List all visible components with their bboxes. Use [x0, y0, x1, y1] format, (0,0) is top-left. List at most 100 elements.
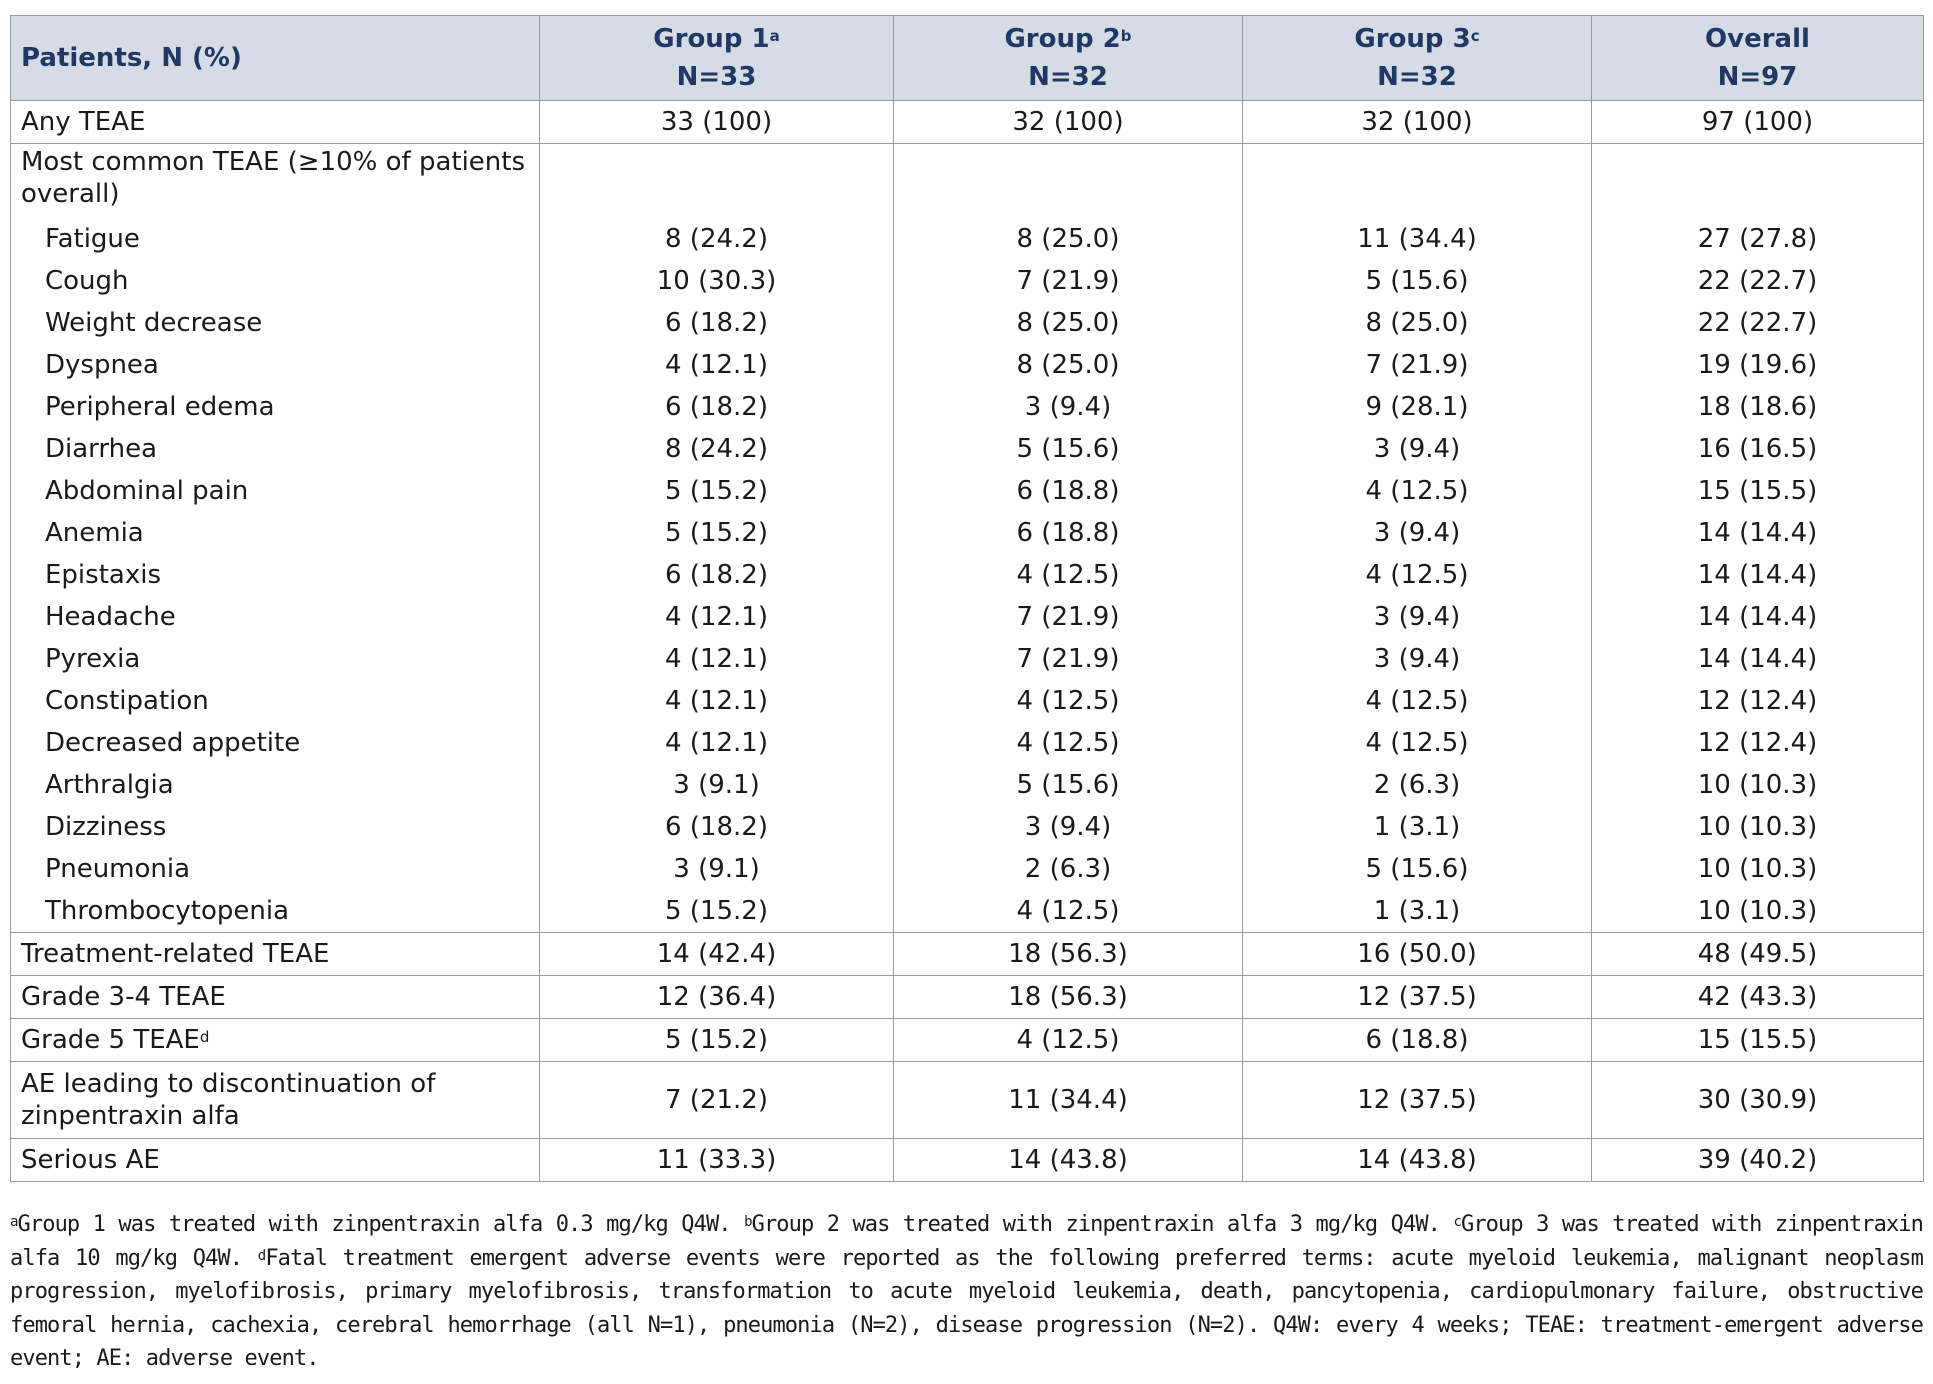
value-cell: 4 (12.5): [893, 1018, 1243, 1062]
value-cell: 12 (12.4): [1591, 680, 1924, 722]
value-cell: 7 (21.9): [893, 596, 1243, 638]
row-label: Grade 5 TEAEd: [10, 1018, 540, 1062]
data-row: AE leading to discontinuation of zinpent…: [10, 1061, 1924, 1139]
item-label: Abdominal pain: [10, 470, 540, 512]
footnote-mark: b: [1120, 27, 1132, 45]
value-cell: 12 (12.4): [1591, 722, 1924, 764]
value-cell: 2 (6.3): [893, 848, 1243, 890]
value-cell: 3 (9.4): [893, 386, 1243, 428]
footnote: aGroup 1 was treated with zinpentraxin a…: [10, 1208, 1924, 1376]
value-cell: 8 (24.2): [539, 218, 894, 260]
header-cell: Overall N=97: [1591, 15, 1924, 101]
value-cell: 5 (15.6): [893, 428, 1243, 470]
value-cell: 11 (34.4): [893, 1061, 1243, 1139]
item-row: Peripheral edema 6 (18.2) 3 (9.4) 9 (28.1) 1…: [10, 386, 1924, 428]
value-cell: 6 (18.2): [539, 302, 894, 344]
value-cell: 14 (14.4): [1591, 554, 1924, 596]
header-n: N=32: [1028, 62, 1108, 92]
value-cell: 6 (18.8): [893, 470, 1243, 512]
row-label: Grade 3-4 TEAE: [10, 975, 540, 1019]
item-row: Dyspnea 4 (12.1) 8 (25.0) 7 (21.9) 19 (19.6): [10, 344, 1924, 386]
item-label: Headache: [10, 596, 540, 638]
value-cell: 42 (43.3): [1591, 975, 1924, 1019]
value-cell: 6 (18.2): [539, 554, 894, 596]
header-n: N=33: [676, 62, 757, 92]
item-row: Thrombocytopenia 5 (15.2) 4 (12.5) 1 (3.1) 1…: [10, 890, 1924, 933]
header-text: Group 1: [653, 24, 770, 54]
value-cell: 22 (22.7): [1591, 260, 1924, 302]
item-row: Epistaxis 6 (18.2) 4 (12.5) 4 (12.5) 14 (14.…: [10, 554, 1924, 596]
value-cell: 3 (9.4): [1242, 638, 1592, 680]
value-cell: 11 (33.3): [539, 1138, 894, 1182]
value-cell: 7 (21.9): [893, 638, 1243, 680]
row-label-text: Grade 3-4 TEAE: [21, 982, 226, 1012]
value-cell: 4 (12.5): [893, 890, 1243, 933]
value-cell: 14 (14.4): [1591, 596, 1924, 638]
row-label-text: Serious AE: [21, 1145, 160, 1175]
footnote-text: Group 3 was treated with zinpentraxin al…: [10, 1212, 1924, 1271]
item-row: Abdominal pain 5 (15.2) 6 (18.8) 4 (12.5) 15…: [10, 470, 1924, 512]
value-cell: 5 (15.2): [539, 512, 894, 554]
item-row: Arthralgia 3 (9.1) 5 (15.6) 2 (6.3) 10 (10.3…: [10, 764, 1924, 806]
header-n: N=97: [1717, 62, 1798, 92]
item-row: Dizziness 6 (18.2) 3 (9.4) 1 (3.1) 10 (10.3): [10, 806, 1924, 848]
header-n: N=32: [1377, 62, 1457, 92]
value-cell: 14 (43.8): [1242, 1138, 1592, 1182]
header-text: Group 2: [1004, 24, 1121, 54]
header-text: Patients, N (%): [21, 43, 242, 73]
value-cell: 6 (18.8): [1242, 1018, 1592, 1062]
value-cell: 14 (14.4): [1591, 638, 1924, 680]
item-label: Epistaxis: [10, 554, 540, 596]
data-row: Serious AE 11 (33.3) 14 (43.8) 14 (43.8) 39 …: [10, 1138, 1924, 1182]
value-cell: 14 (14.4): [1591, 512, 1924, 554]
value-cell: 15 (15.5): [1591, 470, 1924, 512]
value-cell: 11 (34.4): [1242, 218, 1592, 260]
footnote-text: Group 1 was treated with zinpentraxin al…: [17, 1212, 732, 1237]
empty-cell: [893, 143, 1243, 218]
data-row: Treatment-related TEAE 14 (42.4) 18 (56.3)…: [10, 932, 1924, 976]
header-cell: Group 2b N=32: [893, 15, 1243, 101]
header-cell: Group 3c N=32: [1242, 15, 1592, 101]
header-cell: Patients, N (%): [10, 15, 540, 101]
value-cell: 16 (16.5): [1591, 428, 1924, 470]
item-label: Thrombocytopenia: [10, 890, 540, 933]
footnote-item: bGroup 2 was treated with zinpentraxin a…: [744, 1212, 1441, 1237]
footnote-text: Group 2 was treated with zinpentraxin al…: [751, 1212, 1441, 1237]
value-cell: 12 (37.5): [1242, 1061, 1592, 1139]
value-cell: 4 (12.1): [539, 722, 894, 764]
value-cell: 18 (18.6): [1591, 386, 1924, 428]
value-cell: 4 (12.5): [1242, 554, 1592, 596]
value-cell: 12 (36.4): [539, 975, 894, 1019]
value-cell: 7 (21.9): [893, 260, 1243, 302]
value-cell: 30 (30.9): [1591, 1061, 1924, 1139]
item-row: Decreased appetite 4 (12.1) 4 (12.5) 4 (12.…: [10, 722, 1924, 764]
row-label: Any TEAE: [10, 100, 540, 144]
item-row: Diarrhea 8 (24.2) 5 (15.6) 3 (9.4) 16 (16.5): [10, 428, 1924, 470]
row-label-text: AE leading to discontinuation of zinpent…: [21, 1069, 436, 1131]
header-cell: Group 1a N=33: [539, 15, 894, 101]
table-body: Any TEAE 33 (100) 32 (100) 32 (100) 97 (100)…: [10, 100, 1924, 1182]
item-row: Pneumonia 3 (9.1) 2 (6.3) 5 (15.6) 10 (10.3): [10, 848, 1924, 890]
row-label: Treatment-related TEAE: [10, 932, 540, 976]
item-label: Dyspnea: [10, 344, 540, 386]
value-cell: 5 (15.6): [1242, 260, 1592, 302]
value-cell: 4 (12.5): [1242, 680, 1592, 722]
item-row: Cough 10 (30.3) 7 (21.9) 5 (15.6) 22 (22.7): [10, 260, 1924, 302]
footnote-mark: d: [199, 1028, 210, 1046]
item-label: Decreased appetite: [10, 722, 540, 764]
value-cell: 7 (21.2): [539, 1061, 894, 1139]
teae-table: Patients, N (%) Group 1a N=33 Group 2b N=32 G…: [10, 15, 1924, 1182]
empty-cell: [1242, 143, 1592, 218]
value-cell: 8 (25.0): [893, 218, 1243, 260]
value-cell: 6 (18.8): [893, 512, 1243, 554]
value-cell: 39 (40.2): [1591, 1138, 1924, 1182]
data-row: Grade 5 TEAEd 5 (15.2) 4 (12.5) 6 (18.8) 15 …: [10, 1018, 1924, 1062]
value-cell: 2 (6.3): [1242, 764, 1592, 806]
footnote-mark: c: [1470, 27, 1480, 45]
value-cell: 32 (100): [1242, 100, 1592, 144]
value-cell: 5 (15.2): [539, 1018, 894, 1062]
value-cell: 12 (37.5): [1242, 975, 1592, 1019]
value-cell: 3 (9.4): [1242, 596, 1592, 638]
footnote-mark: d: [257, 1247, 266, 1264]
